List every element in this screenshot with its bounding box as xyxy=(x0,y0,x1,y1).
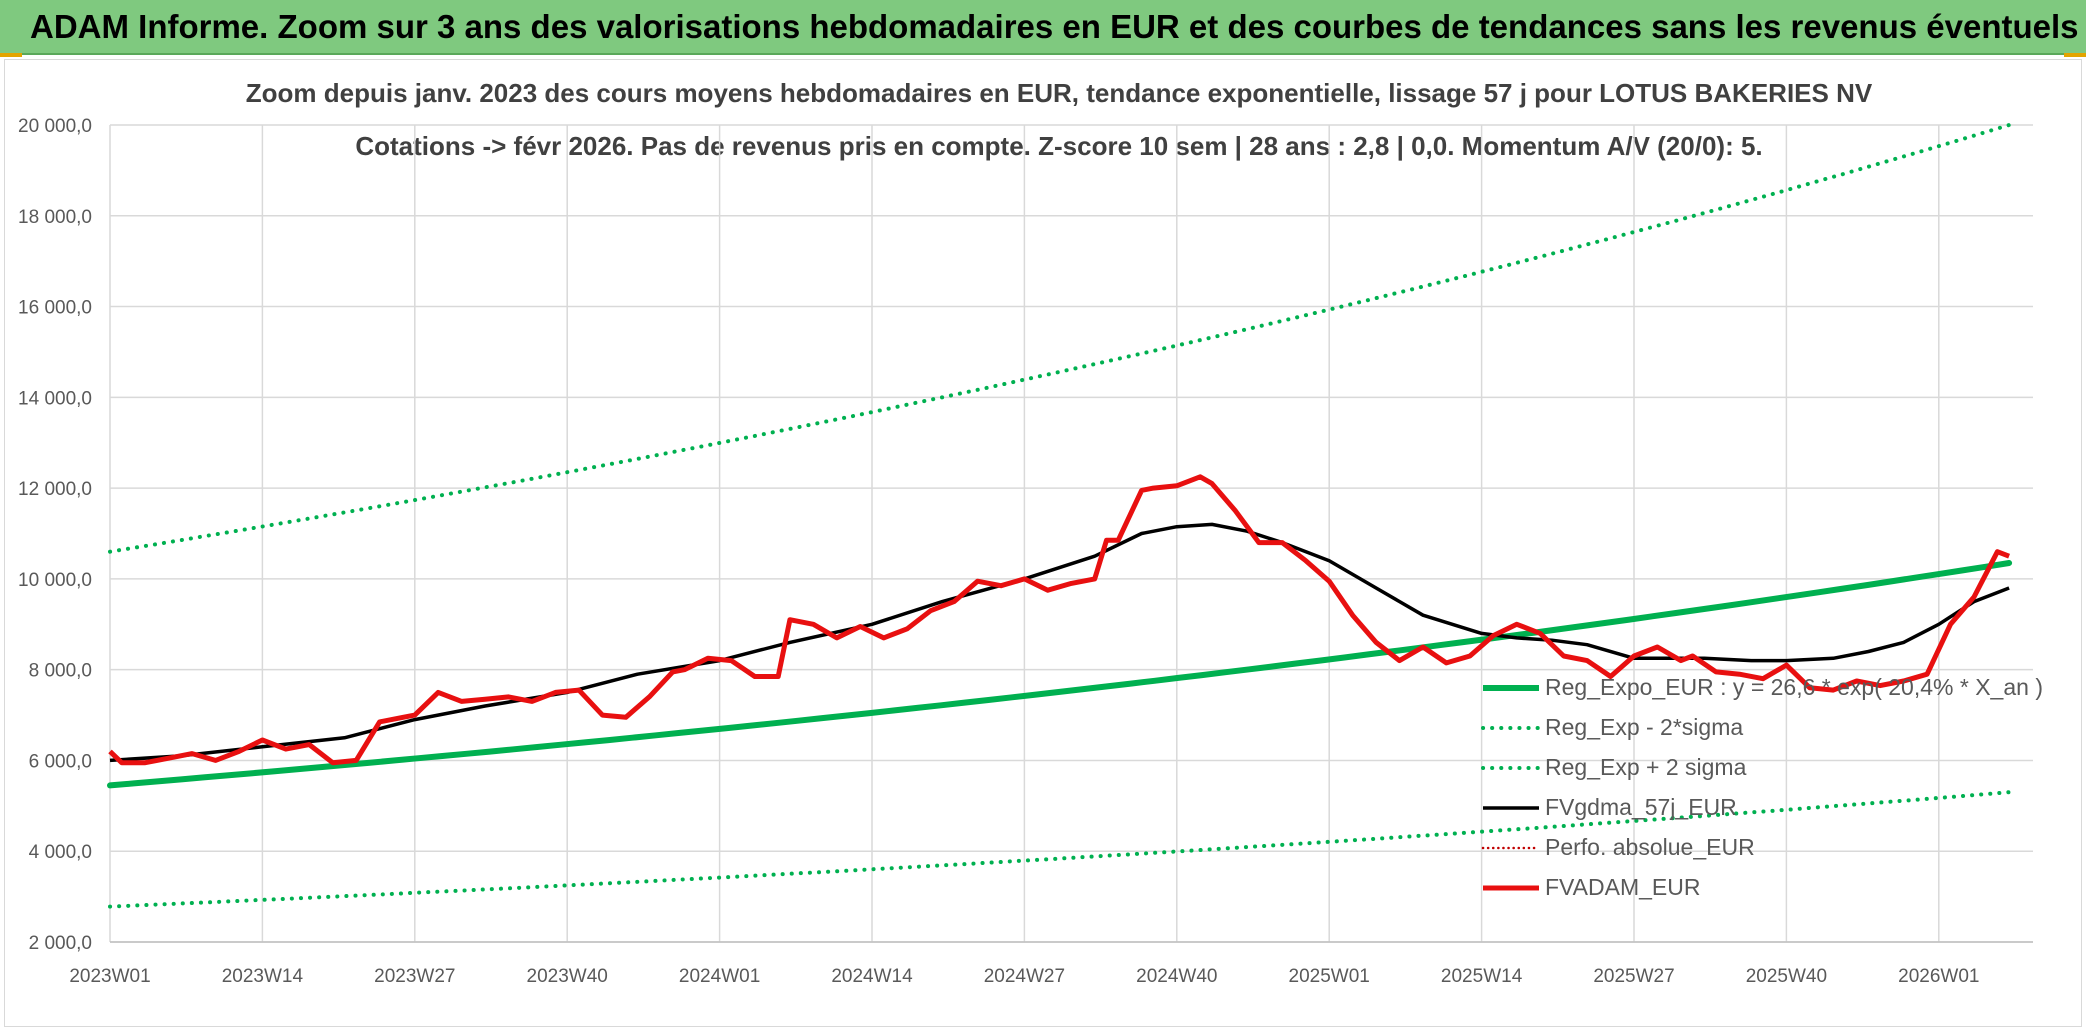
chart-svg: Zoom depuis janv. 2023 des cours moyens … xyxy=(18,78,2043,987)
legend-entry-reg-plus-2sigma: Reg_Exp + 2 sigma xyxy=(1481,754,1747,780)
gridlines xyxy=(109,124,2033,943)
legend-label: Reg_Expo_EUR : y = 26,6 * exp( 20,4% * X… xyxy=(1545,674,2043,700)
legend-entry-fvgdma-57j: FVgdma_57j_EUR xyxy=(1483,794,1737,820)
series-lines xyxy=(107,123,2013,909)
x-tick-label: 2025W27 xyxy=(1593,966,1674,987)
chart-title-line2: Cotations -> févr 2026. Pas de revenus p… xyxy=(355,131,1762,161)
legend-label: FVgdma_57j_EUR xyxy=(1545,794,1737,820)
banner-corner-accent-left xyxy=(0,53,22,57)
banner-corner-accent-right xyxy=(2064,53,2086,57)
series-fvadam xyxy=(108,474,2010,766)
series-reg-minus-2sigma xyxy=(108,790,2012,909)
chart-area: Zoom depuis janv. 2023 des cours moyens … xyxy=(4,59,2082,1027)
x-tick-label: 2024W27 xyxy=(984,966,1065,987)
y-tick-label: 12 000,0 xyxy=(18,479,92,500)
chart-title-line1: Zoom depuis janv. 2023 des cours moyens … xyxy=(246,78,1873,108)
y-tick-label: 6 000,0 xyxy=(29,751,92,772)
y-tick-label: 16 000,0 xyxy=(18,298,92,319)
banner-title: ADAM Informe. Zoom sur 3 ans des valoris… xyxy=(30,8,2079,45)
legend-entry-fvadam: FVADAM_EUR xyxy=(1483,874,1701,900)
x-tick-label: 2023W27 xyxy=(374,966,455,987)
x-tick-label: 2026W01 xyxy=(1898,966,1979,987)
legend: Reg_Expo_EUR : y = 26,6 * exp( 20,4% * X… xyxy=(1481,674,2043,900)
y-tick-label: 14 000,0 xyxy=(18,388,92,409)
y-tick-label: 8 000,0 xyxy=(29,661,92,682)
legend-entry-reg-minus-2sigma: Reg_Exp - 2*sigma xyxy=(1481,714,1743,740)
legend-label: Reg_Exp - 2*sigma xyxy=(1545,714,1743,740)
y-tick-label: 4 000,0 xyxy=(29,842,92,863)
x-tick-label: 2023W40 xyxy=(527,966,608,987)
x-tick-label: 2023W01 xyxy=(69,966,150,987)
y-tick-label: 20 000,0 xyxy=(18,116,92,137)
y-tick-label: 18 000,0 xyxy=(18,207,92,228)
report-banner: ADAM Informe. Zoom sur 3 ans des valoris… xyxy=(0,0,2086,55)
legend-label: Perfo. absolue_EUR xyxy=(1545,834,1755,860)
x-tick-label: 2025W40 xyxy=(1746,966,1827,987)
series-reg-expo xyxy=(107,560,2013,789)
x-tick-label: 2025W01 xyxy=(1289,966,1370,987)
x-tick-label: 2024W14 xyxy=(831,966,913,987)
axis-labels: 2 000,0 4 000,0 6 000,0 8 000,0 10 000,0 12 0… xyxy=(18,116,1979,987)
y-tick-label: 10 000,0 xyxy=(18,570,92,591)
series-reg-plus-2sigma xyxy=(108,123,2012,554)
y-tick-label: 2 000,0 xyxy=(29,933,92,954)
legend-entry-perfo-absolue: Perfo. absolue_EUR xyxy=(1481,834,1755,860)
legend-label: FVADAM_EUR xyxy=(1545,874,1701,900)
x-tick-label: 2025W14 xyxy=(1441,966,1523,987)
legend-entry-reg-expo: Reg_Expo_EUR : y = 26,6 * exp( 20,4% * X… xyxy=(1483,674,2043,700)
x-tick-label: 2024W01 xyxy=(679,966,760,987)
legend-label: Reg_Exp + 2 sigma xyxy=(1545,754,1747,780)
x-tick-label: 2024W40 xyxy=(1136,966,1217,987)
x-tick-label: 2023W14 xyxy=(222,966,304,987)
